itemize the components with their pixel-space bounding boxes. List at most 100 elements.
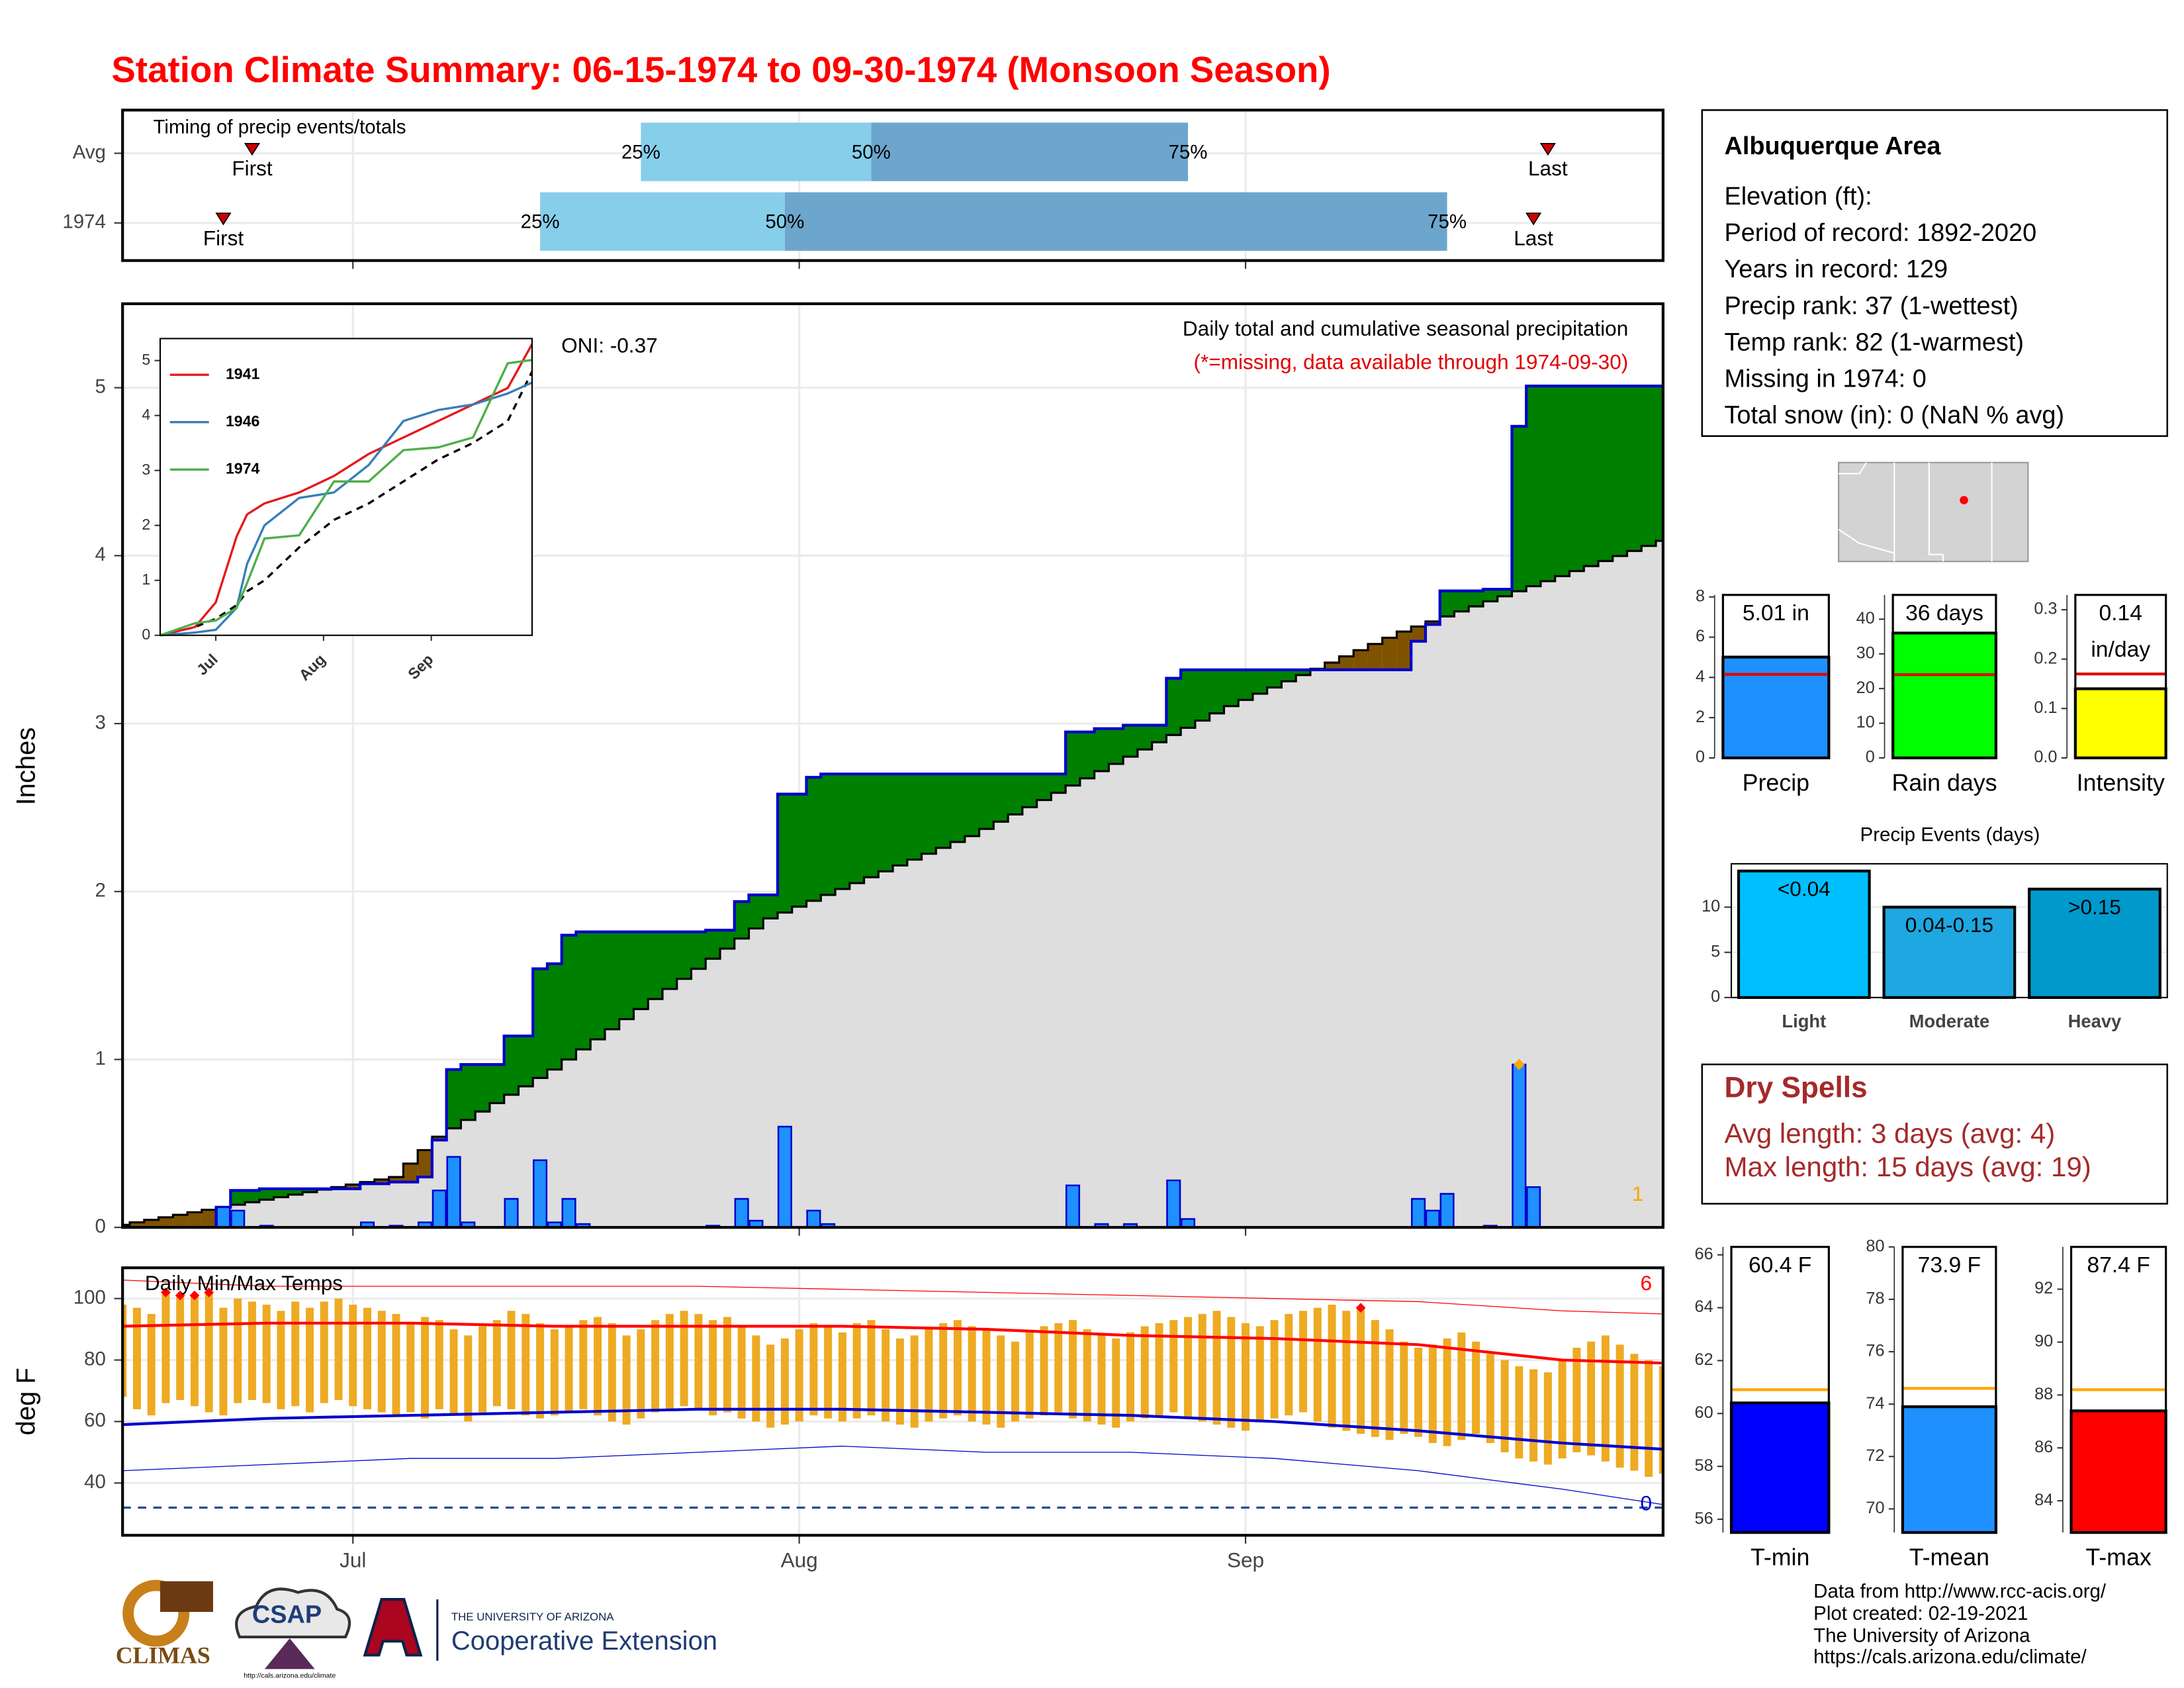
- event-label: Last: [1514, 226, 1553, 250]
- temp-range-bar: [1097, 1335, 1106, 1425]
- y-tick-label: 62: [1695, 1350, 1713, 1369]
- surplus-fill: [1252, 669, 1268, 694]
- y-tick-label: 5: [1711, 942, 1720, 961]
- surplus-fill: [633, 931, 649, 1009]
- deficit-fill: [1353, 650, 1369, 670]
- surplus-fill: [245, 1190, 260, 1203]
- average-cumulative-fill: [763, 918, 778, 1228]
- csap-text: CSAP: [252, 1601, 322, 1628]
- deficit-fill: [1339, 656, 1354, 670]
- average-cumulative-fill: [1382, 637, 1398, 1228]
- gauge-outline: [1901, 1246, 1997, 1534]
- y-tick-label: 66: [1695, 1244, 1713, 1263]
- surplus-fill: [1598, 386, 1614, 561]
- map-border: [1928, 462, 1944, 562]
- average-cumulative-fill: [1612, 555, 1628, 1228]
- temp-range-bar: [176, 1295, 185, 1400]
- temp-range-bar: [752, 1335, 760, 1422]
- surplus-fill: [691, 931, 706, 969]
- y-tick-label: 74: [1866, 1394, 1884, 1413]
- value-label: 36 days: [1905, 601, 1983, 626]
- average-cumulative-fill: [950, 841, 966, 1228]
- y-tick-label: 80: [1866, 1237, 1884, 1255]
- daily-precip-bar: [777, 1125, 792, 1228]
- daily-precip-bar: [446, 1156, 461, 1228]
- temp-range-bar: [363, 1307, 372, 1409]
- surplus-fill: [1267, 669, 1283, 688]
- surplus-fill: [993, 774, 1009, 822]
- surplus-fill: [259, 1188, 275, 1200]
- quartile-label: 50%: [765, 211, 804, 233]
- y-tick-label: 0.2: [2034, 649, 2057, 667]
- y-axis-label: Inches: [12, 727, 41, 806]
- event-marker: [1525, 212, 1542, 226]
- y-tick-label: 2: [1696, 708, 1705, 726]
- temp-range-bar: [122, 1304, 127, 1397]
- record-high-count: 6: [1640, 1271, 1652, 1295]
- surplus-fill: [533, 968, 548, 1078]
- x-tick-label: Light: [1782, 1011, 1826, 1031]
- average-cumulative-fill: [1339, 656, 1354, 1228]
- average-cumulative-fill: [1181, 727, 1196, 1228]
- temp-range-bar: [1543, 1372, 1552, 1465]
- average-cumulative-fill: [864, 877, 879, 1228]
- surplus-fill: [1022, 774, 1038, 808]
- quartile-label: 25%: [521, 211, 560, 233]
- surplus-fill: [936, 774, 951, 848]
- page-title: Station Climate Summary: 06-15-1974 to 0…: [111, 49, 1330, 90]
- average-cumulative-fill: [1598, 561, 1614, 1228]
- csap-url: http://cals.arizona.edu/climate: [244, 1672, 336, 1680]
- average-cumulative-fill: [1022, 807, 1038, 1228]
- deficit-fill: [1396, 632, 1412, 670]
- daily-precip-bar: [734, 1197, 749, 1228]
- y-tick-label: 90: [2034, 1332, 2053, 1350]
- ua-text: THE UNIVERSITY OF ARIZONA: [451, 1611, 614, 1623]
- surplus-fill: [1612, 386, 1628, 556]
- temp-range-bar: [1601, 1335, 1610, 1462]
- temp-range-bar: [478, 1326, 487, 1413]
- temp-range-bar: [867, 1320, 876, 1416]
- y-tick-label: 86: [2034, 1438, 2053, 1456]
- y-tick-label: 2: [142, 516, 150, 533]
- average-cumulative-fill: [1252, 693, 1268, 1228]
- station-dot: [1960, 496, 1968, 504]
- average-cumulative-fill: [705, 959, 721, 1228]
- daily-precip-bar: [1166, 1179, 1181, 1228]
- timing-frame: [121, 109, 1664, 262]
- climas-text: CLIMAS: [116, 1642, 210, 1669]
- surplus-fill: [1123, 725, 1138, 757]
- chart-title: Precip Events (days): [1860, 824, 2040, 846]
- y-tick-label: 1: [142, 571, 150, 588]
- timing-title: Timing of precip events/totals: [154, 116, 406, 138]
- average-cumulative-fill: [1166, 735, 1181, 1228]
- average-cumulative-fill: [1079, 778, 1095, 1228]
- y-tick-label: 60: [84, 1409, 106, 1431]
- temp-range-bar: [968, 1326, 976, 1422]
- temp-range-bar: [522, 1313, 530, 1416]
- average-cumulative-fill: [1066, 785, 1081, 1228]
- dry-spells-line: Max length: 15 days (avg: 19): [1724, 1151, 2091, 1182]
- dry-spells-box: [1701, 1063, 2169, 1205]
- y-tick-label: 80: [84, 1348, 106, 1370]
- credit: https://cals.arizona.edu/climate/: [1813, 1646, 2087, 1667]
- average-cumulative-fill: [1469, 606, 1484, 1228]
- average-cumulative-fill: [821, 894, 836, 1228]
- y-tick-label: 0: [1711, 988, 1720, 1006]
- average-cumulative-fill: [893, 865, 908, 1228]
- deficit-fill: [201, 1209, 217, 1228]
- average-cumulative-fill: [1224, 706, 1239, 1228]
- temp-range-bar: [680, 1311, 688, 1407]
- surplus-fill: [719, 930, 735, 949]
- gauge-bar: [1721, 655, 1831, 760]
- x-axis-label: T-mean: [1909, 1544, 1989, 1571]
- surplus-fill: [864, 774, 879, 878]
- surplus-fill: [792, 794, 807, 907]
- temp-range-bar: [953, 1320, 962, 1416]
- temp-range-bar: [1184, 1317, 1192, 1419]
- average-cumulative-fill: [1454, 611, 1469, 1228]
- record-high-marker: [175, 1290, 185, 1301]
- average-cumulative-fill: [936, 847, 951, 1228]
- deficit-fill: [1382, 637, 1398, 670]
- surplus-fill: [1555, 386, 1570, 577]
- max-marker: [1513, 1058, 1525, 1070]
